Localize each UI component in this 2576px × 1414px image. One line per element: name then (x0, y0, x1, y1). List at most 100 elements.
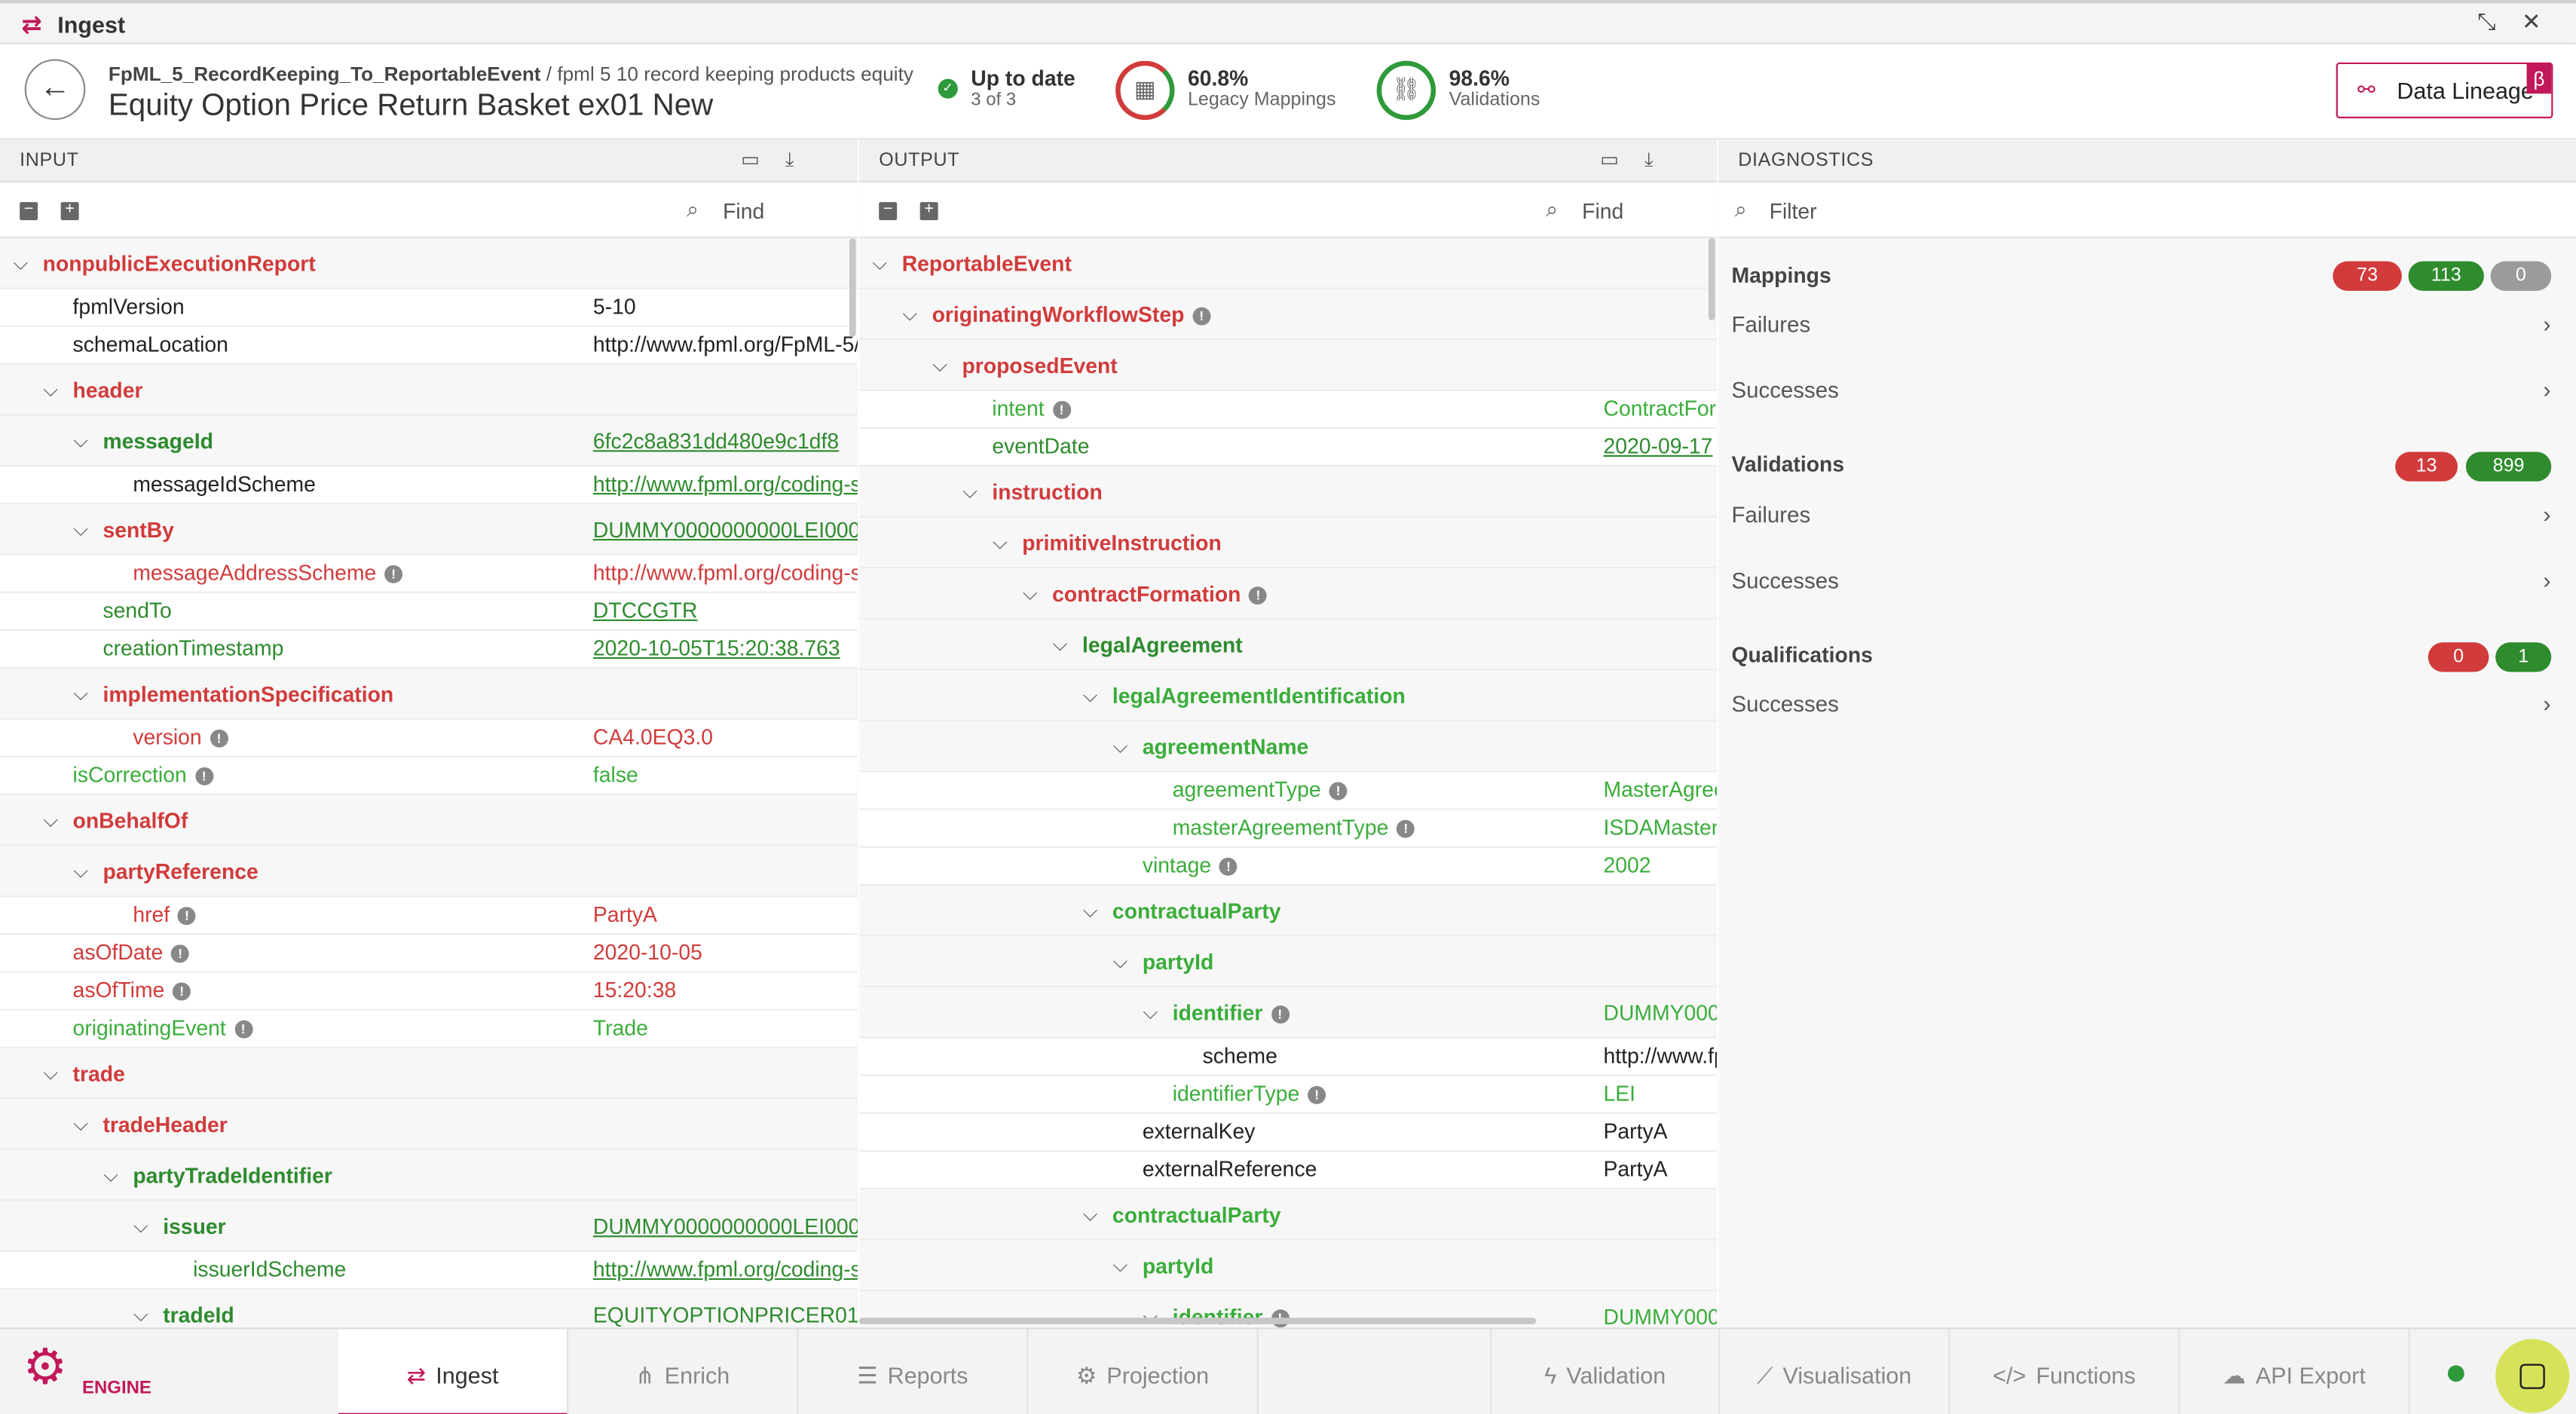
info-icon[interactable]: ! (178, 907, 197, 926)
chevron-down-icon[interactable]: ⌵ (73, 859, 89, 883)
collapse-all-icon[interactable]: − (879, 201, 898, 221)
tree-row[interactable]: issuerIdScheme http://www.fpml.org/coding… (0, 1252, 858, 1290)
tree-row[interactable]: ⌵ nonpublicExecutionReport (0, 238, 858, 289)
tree-row[interactable]: ⌵ partyReference (0, 846, 858, 898)
tree-row[interactable]: ⌵ ReportableEvent (859, 238, 1717, 289)
chevron-down-icon[interactable]: ⌵ (1082, 1202, 1098, 1226)
tree-row[interactable]: vintage! 2002 (859, 847, 1717, 886)
tree-row[interactable]: ⌵ contractualParty (859, 1189, 1717, 1241)
tree-row[interactable]: ⌵ sentBy DUMMY0000000000LEI0000 (0, 504, 858, 556)
tree-row[interactable]: ⌵ instruction (859, 467, 1717, 518)
tab-ingest[interactable]: ⇄ Ingest (338, 1329, 569, 1414)
info-icon[interactable]: ! (1192, 307, 1211, 326)
expand-all-icon[interactable]: + (919, 201, 938, 221)
tree-row[interactable]: ⌵ partyId (859, 1240, 1717, 1292)
tree-row[interactable]: scheme http://www.fpml.org/coding-scheme (859, 1038, 1717, 1076)
chevron-down-icon[interactable]: ⌵ (1112, 734, 1128, 758)
collapse-all-icon[interactable]: − (20, 201, 38, 221)
tree-row[interactable]: asOfDate! 2020-10-05 (0, 935, 858, 973)
tree-row[interactable]: messageIdScheme http://www.fpml.org/codin… (0, 467, 858, 505)
tree-row[interactable]: creationTimestamp 2020-10-05T15:20:38.763 (0, 631, 858, 669)
tree-value[interactable]: DUMMY0000000000LEI0000 (592, 1214, 858, 1239)
tree-row[interactable]: ⌵ identifier! DUMMY0000000000LEI0000 (859, 987, 1717, 1039)
chevron-down-icon[interactable]: ⌵ (43, 1061, 59, 1085)
tree-row[interactable]: href! PartyA (0, 897, 858, 935)
tab-api-export[interactable]: ☁ API Export (2180, 1329, 2410, 1414)
tree-row[interactable]: ⌵ onBehalfOf (0, 795, 858, 846)
info-icon[interactable]: ! (210, 729, 228, 748)
tree-row[interactable]: fpmlVersion 5-10 (0, 289, 858, 327)
book-icon[interactable]: ▭ (1600, 148, 1620, 171)
qualifications-successes-item[interactable]: Successes › (1718, 684, 2576, 727)
info-icon[interactable]: ! (194, 767, 213, 785)
tree-row[interactable]: version! CA4.0EQ3.0 (0, 719, 858, 758)
tree-row[interactable]: ⌵ implementationSpecification (0, 669, 858, 720)
info-icon[interactable]: ! (234, 1020, 252, 1039)
chevron-down-icon[interactable]: ⌵ (103, 1163, 118, 1186)
tree-row[interactable]: ⌵ legalAgreementIdentification (859, 670, 1717, 721)
tree-row[interactable]: ⌵ contractualParty (859, 885, 1717, 937)
tab-projection[interactable]: ⚙ Projection (1029, 1329, 1259, 1414)
tab-functions[interactable]: </> Functions (1950, 1329, 2180, 1414)
chevron-down-icon[interactable]: ⌵ (73, 681, 89, 705)
tree-row[interactable]: eventDate 2020-09-17 (859, 428, 1717, 467)
output-scrollbar[interactable] (1708, 238, 1715, 321)
tree-row[interactable]: asOfTime! 15:20:38 (0, 972, 858, 1011)
mappings-failures-item[interactable]: Failures › (1718, 304, 2576, 347)
chevron-down-icon[interactable]: ⌵ (133, 1302, 148, 1327)
info-icon[interactable]: ! (384, 565, 403, 583)
tree-row[interactable]: ⌵ proposedEvent (859, 340, 1717, 391)
tree-row[interactable]: intent! ContractFormation (859, 390, 1717, 429)
mappings-successes-item[interactable]: Successes › (1718, 369, 2576, 412)
tree-row[interactable]: ⌵ trade (0, 1048, 858, 1100)
tab-validation[interactable]: ϟ Validation (1490, 1329, 1721, 1414)
tree-row[interactable]: messageAddressScheme! http://www.fpml.org… (0, 555, 858, 593)
filter-input[interactable]: Filter (1769, 198, 1817, 224)
tree-row[interactable]: sendTo DTCCGTR (0, 592, 858, 632)
info-icon[interactable]: ! (1271, 1005, 1290, 1024)
output-h-scrollbar[interactable] (859, 1318, 1537, 1324)
book-icon[interactable]: ▭ (741, 148, 760, 171)
expand-all-icon[interactable]: + (60, 201, 79, 221)
tab-visualisation[interactable]: ⟋ Visualisation (1720, 1329, 1950, 1414)
tree-value[interactable]: 6fc2c8a831dd480e9c1df8 (592, 428, 840, 454)
close-icon[interactable]: ✕ (2521, 8, 2541, 35)
download-icon[interactable]: ⤓ (785, 148, 795, 171)
chevron-down-icon[interactable]: ⌵ (902, 302, 918, 326)
input-scrollbar[interactable] (849, 238, 856, 337)
chevron-down-icon[interactable]: ⌵ (43, 808, 59, 831)
chevron-down-icon[interactable]: ⌵ (13, 251, 29, 275)
tree-row[interactable]: ⌵ contractFormation! (859, 568, 1717, 620)
tree-row[interactable]: schemaLocation http://www.fpml.org/FpML-5… (0, 326, 858, 365)
tree-value[interactable]: http://www.fpml.org/coding-scheme (592, 471, 858, 497)
info-icon[interactable]: ! (1329, 782, 1348, 800)
breadcrumb-main[interactable]: FpML_5_RecordKeeping_To_ReportableEvent (108, 62, 541, 86)
tree-value[interactable]: 2020-09-17 (1603, 433, 1713, 459)
chevron-down-icon[interactable]: ⌵ (993, 531, 1008, 554)
tree-row[interactable]: agreementType! MasterAgreement (859, 772, 1717, 810)
chevron-down-icon[interactable]: ⌵ (1022, 581, 1038, 605)
download-icon[interactable]: ⤓ (1644, 148, 1654, 171)
chevron-down-icon[interactable]: ⌵ (872, 251, 888, 275)
tree-row[interactable]: ⌵ tradeHeader (0, 1099, 858, 1150)
tree-value[interactable]: http://www.fpml.org/coding-scheme (592, 1256, 858, 1282)
chevron-down-icon[interactable]: ⌵ (1143, 1000, 1158, 1024)
tree-value[interactable]: 2020-10-05T15:20:38.763 (592, 635, 840, 661)
tree-row[interactable]: originatingEvent! Trade (0, 1010, 858, 1048)
tree-row[interactable]: ⌵ originatingWorkflowStep! (859, 289, 1717, 341)
tab-enrich[interactable]: ⋔ Enrich (568, 1329, 799, 1414)
chevron-down-icon[interactable]: ⌵ (133, 1214, 148, 1238)
chevron-down-icon[interactable]: ⌵ (932, 353, 948, 377)
chevron-down-icon[interactable]: ⌵ (73, 517, 89, 541)
chevron-down-icon[interactable]: ⌵ (1112, 1253, 1128, 1277)
info-icon[interactable]: ! (1219, 857, 1238, 876)
chevron-down-icon[interactable]: ⌵ (43, 378, 59, 401)
tree-row[interactable]: masterAgreementType! ISDAMaster (859, 810, 1717, 848)
tree-row[interactable]: ⌵ issuer DUMMY0000000000LEI0000 (0, 1201, 858, 1253)
tree-row[interactable]: ⌵ tradeId EQUITYOPTIONPRICER01 (0, 1290, 858, 1328)
tree-row[interactable]: externalKey PartyA (859, 1113, 1717, 1152)
tree-value[interactable]: DUMMY0000000000LEI0000 (592, 517, 858, 543)
chevron-down-icon[interactable]: ⌵ (1082, 683, 1098, 707)
tree-row[interactable]: identifierType! LEI (859, 1076, 1717, 1114)
chevron-down-icon[interactable]: ⌵ (73, 428, 89, 452)
